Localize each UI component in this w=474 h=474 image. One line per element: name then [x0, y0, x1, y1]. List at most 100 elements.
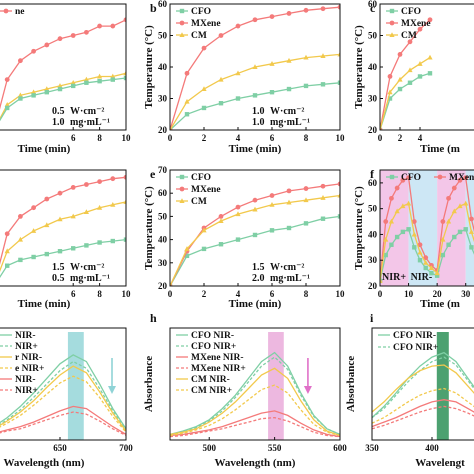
- series-line-series-3: [372, 387, 474, 424]
- data-point: [5, 105, 10, 111]
- data-point: [218, 76, 224, 82]
- legend-label: CM NIR+: [191, 386, 232, 396]
- data-point: [44, 251, 49, 257]
- data-point: [97, 78, 102, 84]
- legend-label: CFO: [401, 173, 421, 183]
- data-point: [235, 237, 241, 242]
- condition-value: 1.0: [52, 117, 65, 128]
- y-axis-label: Temperature (°C): [143, 25, 155, 109]
- legend-marker: [179, 20, 185, 26]
- data-point: [4, 102, 10, 107]
- data-point: [83, 209, 89, 215]
- plot-area-a: [0, 17, 126, 122]
- x-tick-label: 600: [333, 443, 347, 453]
- data-point: [397, 86, 403, 92]
- panel-letter: f: [370, 167, 375, 181]
- shade-label: NIR-: [411, 272, 433, 283]
- data-point: [394, 208, 400, 214]
- legend-marker: [179, 198, 185, 203]
- data-point: [407, 67, 413, 73]
- shade-label: NIR+: [382, 272, 406, 283]
- data-point: [31, 254, 36, 260]
- y-axis-label: Temperature (°C): [143, 186, 155, 270]
- data-point: [235, 211, 241, 217]
- data-point: [110, 23, 116, 29]
- data-point: [320, 195, 326, 200]
- data-point: [457, 177, 463, 183]
- legend-label: r NIR-: [15, 353, 42, 363]
- data-point: [31, 228, 37, 233]
- data-point: [17, 236, 23, 242]
- plot-area-i: [372, 332, 474, 440]
- legend-label: CFO NIR-: [191, 331, 234, 341]
- x-axis-label: Time (m: [420, 298, 460, 310]
- data-point: [427, 54, 433, 60]
- data-point: [97, 179, 102, 185]
- data-point: [389, 195, 394, 201]
- series-line-cfo-nir-: [372, 351, 474, 419]
- data-point: [303, 186, 309, 191]
- data-point: [320, 53, 326, 58]
- x-axis-label: Time (min): [229, 298, 282, 310]
- x-tick-label: 0: [168, 289, 173, 299]
- y-axis-label: Temperature (°C): [353, 186, 365, 270]
- data-point: [286, 86, 292, 92]
- legend-marker: [179, 32, 185, 37]
- data-point: [440, 252, 446, 258]
- series-line-series-2: [0, 365, 126, 432]
- data-point: [235, 70, 241, 76]
- data-point: [337, 51, 340, 57]
- condition-unit: mg·mL⁻¹: [70, 117, 110, 128]
- axes-frame: [0, 169, 127, 287]
- data-point: [18, 58, 23, 64]
- data-point: [452, 234, 457, 240]
- condition-value: 1.0: [252, 117, 265, 128]
- data-point: [252, 93, 258, 98]
- legend-marker: [389, 8, 395, 14]
- data-point: [252, 64, 258, 69]
- data-point: [320, 82, 326, 87]
- data-point: [269, 61, 275, 66]
- data-point: [184, 70, 190, 76]
- condition-value: 1.0: [252, 106, 265, 117]
- data-point: [83, 76, 89, 82]
- x-tick-label: 30: [461, 289, 471, 299]
- data-point: [44, 196, 50, 202]
- data-point: [184, 112, 190, 117]
- y-tick-label: 30: [158, 258, 168, 268]
- data-point: [383, 252, 388, 258]
- data-point: [123, 199, 126, 204]
- data-point: [57, 190, 63, 196]
- condition-value: 0.5: [52, 106, 65, 117]
- data-point: [18, 214, 23, 219]
- data-point: [70, 213, 76, 219]
- series-line-series-5: [372, 405, 474, 430]
- axes-frame: [169, 169, 341, 287]
- data-point: [110, 73, 116, 79]
- data-point: [286, 188, 292, 194]
- series-line-series-4: [372, 399, 474, 428]
- data-point: [44, 90, 49, 95]
- data-point: [201, 86, 207, 92]
- y-tick-label: 40: [368, 229, 378, 239]
- data-point: [70, 33, 76, 38]
- data-point: [394, 185, 400, 191]
- data-point: [434, 270, 440, 276]
- x-tick-label: 550: [268, 443, 282, 453]
- condition-unit: W·cm⁻²: [70, 262, 104, 273]
- data-point: [235, 23, 241, 29]
- condition-value: 1.5: [252, 262, 265, 273]
- data-point: [389, 242, 394, 247]
- legend-label: NIR+: [15, 342, 38, 352]
- data-point: [84, 29, 89, 35]
- panel-c: 0 2 4 20 30 40 50 60 Time (m Temperature (°C) c CFO…: [353, 0, 474, 155]
- x-tick-label: 500: [202, 443, 216, 453]
- data-point: [337, 181, 340, 187]
- x-tick-label: 2: [202, 133, 207, 143]
- condition-unit: mg·mL⁻¹: [270, 117, 310, 128]
- legend-label: CFO: [191, 7, 211, 17]
- panel-letter: c: [370, 1, 376, 15]
- data-point: [463, 227, 468, 232]
